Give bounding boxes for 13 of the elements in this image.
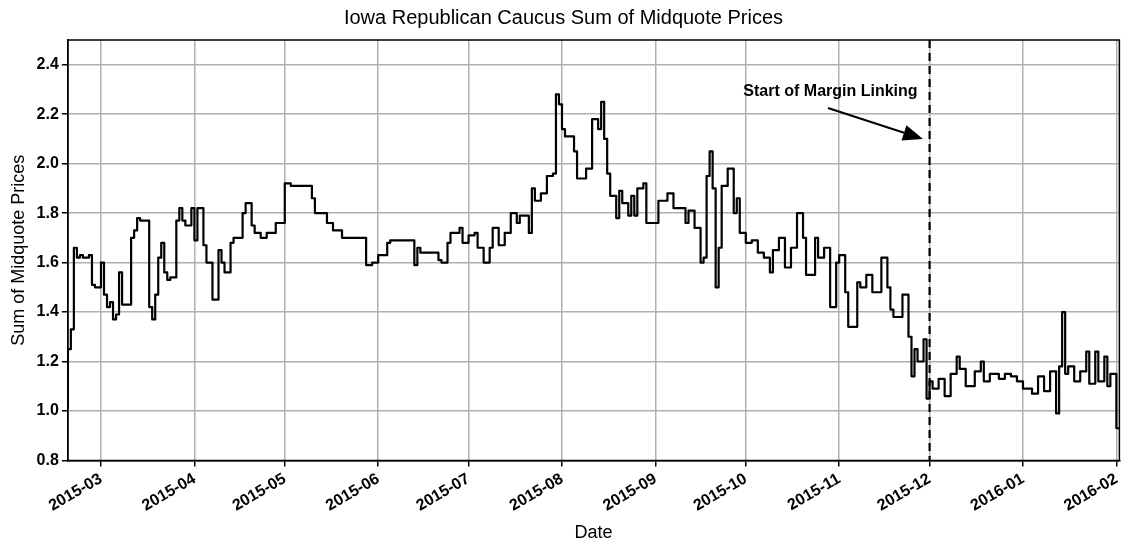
y-tick-label: 1.2 xyxy=(36,351,59,369)
y-tick-label: 1.0 xyxy=(36,401,59,419)
y-tick-label: 1.6 xyxy=(36,252,59,270)
y-tick-label: 2.2 xyxy=(36,104,59,122)
y-tick-label: 1.4 xyxy=(36,302,59,320)
y-tick-label: 2.4 xyxy=(36,55,59,73)
x-axis-title: Date xyxy=(574,522,613,543)
y-tick-label: 2.0 xyxy=(36,154,59,172)
y-tick-label: 1.8 xyxy=(36,203,59,221)
annotation: Start of Margin Linking xyxy=(743,81,918,99)
y-axis-title: Sum of Midquote Prices xyxy=(7,154,28,346)
chart-title: Iowa Republican Caucus Sum of Midquote Prices xyxy=(343,5,784,28)
y-tick-label: 0.8 xyxy=(36,450,59,468)
